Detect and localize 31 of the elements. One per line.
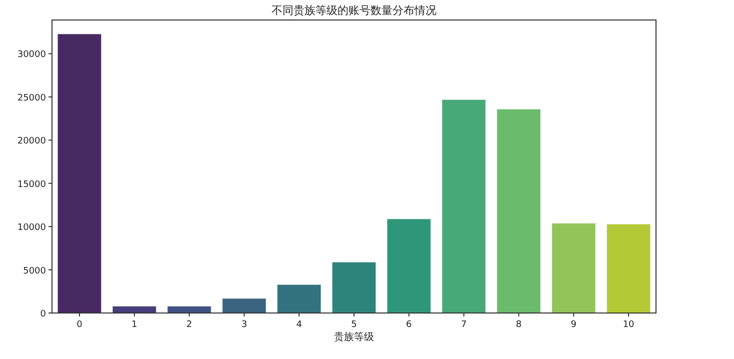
x-tick-label: 5 [351, 320, 357, 330]
y-tick-label: 5000 [23, 266, 46, 276]
bar [386, 218, 432, 314]
bar [276, 284, 322, 314]
bar [166, 306, 212, 314]
x-tick-label: 2 [186, 320, 192, 330]
y-tick-label: 10000 [17, 223, 46, 234]
bar [441, 99, 486, 314]
x-axis-title: 贵族等级 [334, 331, 374, 343]
bar [57, 33, 102, 314]
y-tick-label: 0 [40, 310, 46, 320]
x-tick-label: 9 [570, 320, 577, 330]
x-tick-label: 4 [296, 320, 302, 330]
bar [112, 306, 157, 314]
chart-title: 不同贵族等级的账号数量分布情况 [272, 4, 436, 17]
x-tick-label: 3 [241, 320, 248, 330]
x-tick-label: 0 [76, 320, 83, 330]
x-tick-label: 6 [406, 320, 412, 330]
y-tick-label: 15000 [17, 180, 46, 190]
bar [496, 108, 542, 314]
bar [606, 224, 651, 314]
x-tick-label: 7 [460, 320, 467, 330]
y-tick-label: 30000 [17, 50, 46, 60]
bar [551, 222, 596, 314]
x-tick-label: 10 [622, 320, 635, 330]
bar [332, 262, 376, 314]
bar [222, 298, 267, 314]
y-tick-label: 25000 [17, 93, 46, 104]
y-tick-label: 20000 [17, 136, 46, 147]
x-tick-label: 1 [131, 320, 138, 330]
x-tick-label: 8 [516, 320, 522, 330]
